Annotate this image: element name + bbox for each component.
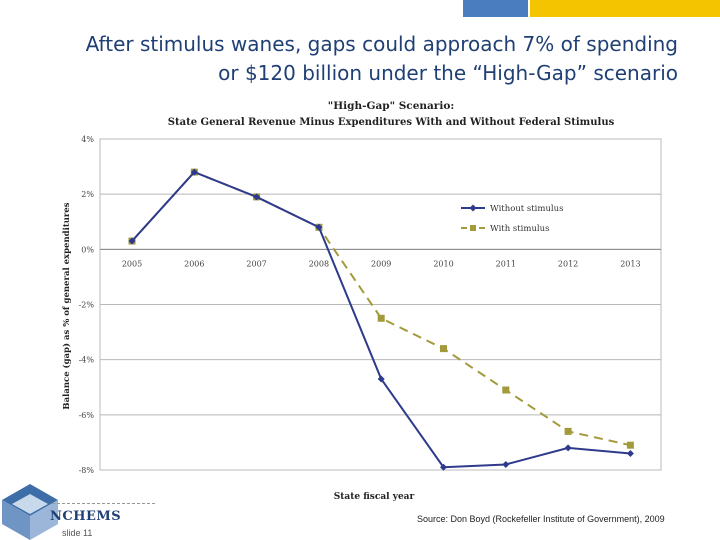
y-tick-label: 4% (81, 135, 94, 144)
y-axis-label: Balance (gap) as % of general expenditur… (61, 202, 72, 409)
chart-title-line-1: "High-Gap" Scenario: (328, 100, 454, 112)
nchems-logo-icon (2, 484, 58, 540)
without-stimulus-point (315, 223, 323, 231)
top-accent-bar-yellow (530, 0, 720, 17)
y-tick-label: 2% (81, 190, 94, 199)
chart-title-line-2: State General Revenue Minus Expenditures… (168, 117, 615, 128)
without-stimulus-point (377, 375, 385, 383)
x-axis-label: State fiscal year (334, 492, 415, 502)
x-tick-label: 2013 (620, 259, 640, 268)
x-tick-label: 2010 (433, 259, 453, 268)
slide-title-line-1: After stimulus wanes, gaps could approac… (85, 32, 678, 56)
slide-title: After stimulus wanes, gaps could approac… (30, 30, 678, 88)
legend-label: With stimulus (490, 224, 549, 234)
without-stimulus-point (190, 168, 198, 176)
with-stimulus-point (564, 427, 572, 435)
slide-title-line-2: or $120 billion under the “High-Gap” sce… (218, 61, 678, 85)
without-stimulus-point (502, 460, 510, 468)
legend-marker (469, 204, 477, 212)
x-tick-label: 2011 (496, 259, 516, 268)
without-stimulus-point (626, 449, 634, 457)
legend-label: Without stimulus (490, 204, 564, 214)
logo-text: NCHEMS (50, 509, 122, 524)
top-accent-bar-blue (463, 0, 528, 17)
y-tick-label: -8% (79, 466, 95, 475)
y-tick-label: -6% (79, 411, 95, 420)
without-stimulus-point (440, 463, 447, 471)
x-tick-label: 2006 (184, 259, 204, 268)
x-tick-label: 2007 (246, 259, 266, 268)
with-stimulus-point (377, 314, 385, 322)
x-tick-label: 2009 (371, 259, 391, 268)
with-stimulus-point (502, 386, 510, 394)
without-stimulus-point (253, 193, 261, 201)
footer-divider (52, 503, 155, 504)
series-line-with-stimulus (131, 170, 631, 447)
source-note: Source: Don Boyd (Rockefeller Institute … (417, 514, 665, 524)
y-tick-label: -4% (79, 356, 95, 365)
x-tick-label: 2008 (309, 259, 329, 268)
slide-number: slide 11 (62, 528, 93, 538)
x-tick-label: 2012 (558, 259, 578, 268)
without-stimulus-point (128, 237, 136, 245)
with-stimulus-point (440, 345, 447, 353)
x-tick-label: 2005 (122, 259, 142, 268)
y-tick-label: 0% (81, 245, 94, 254)
without-stimulus-point (564, 444, 572, 452)
y-tick-label: -2% (79, 301, 95, 310)
with-stimulus-point (626, 441, 634, 449)
legend-marker (470, 225, 476, 231)
